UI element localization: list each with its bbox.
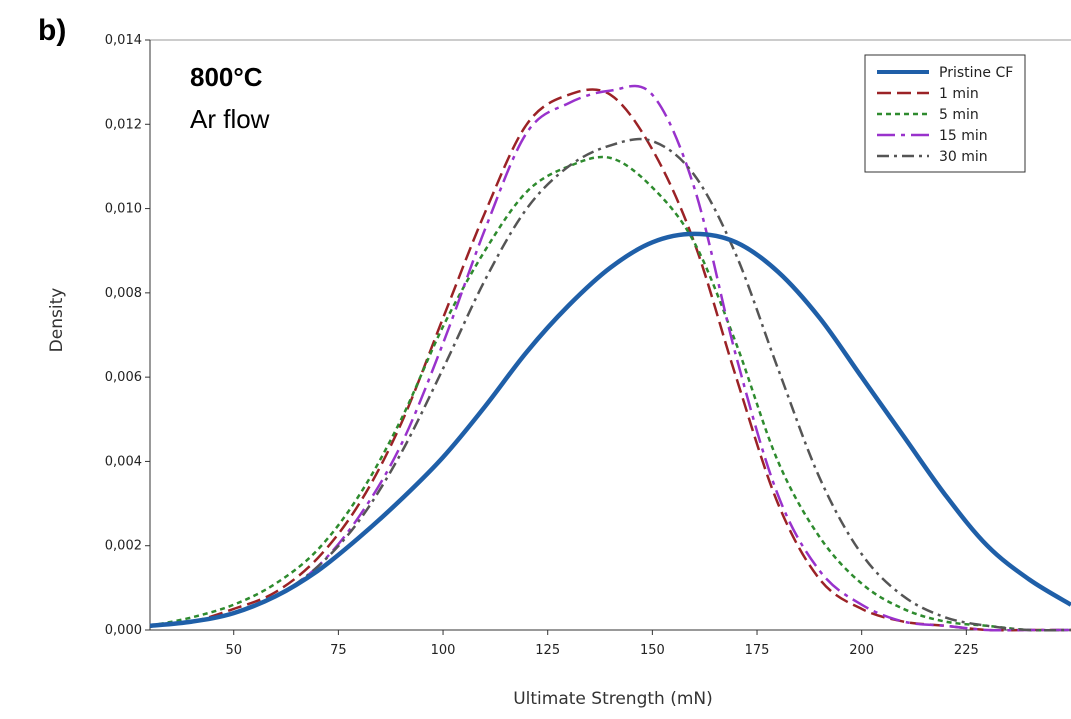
series-layer [149,84,1071,632]
y-tick-label: 0,000 [105,623,142,638]
x-tick-label: 175 [745,643,770,658]
legend-label-15-min: 15 min [939,128,988,144]
y-tick-label: 0,014 [105,33,142,48]
y-tick-label: 0,010 [105,202,142,217]
x-tick-label: 150 [640,643,665,658]
x-tick-label: 125 [535,643,560,658]
axis-ticks: 50 75 100 125 150 175 200 225 0,000 0,002 0,004 0,0… [105,33,979,658]
series-line-5-min [149,155,1071,632]
x-tick-label: 225 [954,643,979,658]
x-tick-label: 75 [330,643,347,658]
legend-label-5-min: 5 min [939,107,979,123]
annotation-atmosphere: Ar flow [190,104,270,134]
plot-area [149,39,1071,631]
x-tick-label: 200 [849,643,874,658]
y-tick-label: 0,006 [105,370,142,385]
x-tick-label: 100 [431,643,456,658]
legend-box [864,54,1026,173]
panel-label: b) [38,14,66,47]
series-line-pristine-cf [149,231,1071,629]
legend-label-1-min: 1 min [939,86,979,102]
y-tick-label: 0,004 [105,454,142,469]
x-tick-label: 50 [225,643,242,658]
series-line-30-min [149,137,1071,632]
legend-label-pristine-cf: Pristine CF [939,65,1013,81]
y-tick-label: 0,008 [105,286,142,301]
y-axis-title: Density [47,288,67,353]
y-tick-label: 0,012 [105,117,142,132]
legend-label-30-min: 30 min [939,149,988,165]
series-line-1-min [149,88,1071,632]
y-tick-label: 0,002 [105,539,142,554]
legend: Pristine CF 1 min 5 min 15 min 30 min [864,54,1026,173]
annotation-temperature: 800°C [190,62,263,92]
x-axis-title: Ultimate Strength (mN) [513,689,713,709]
